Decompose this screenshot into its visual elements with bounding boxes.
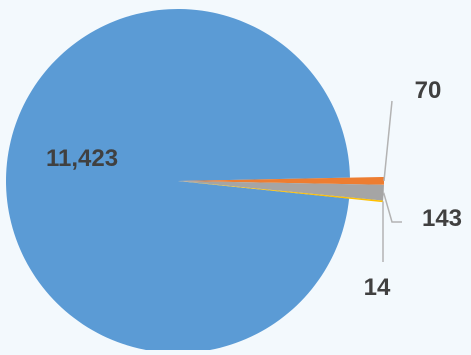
leader-line-143 xyxy=(384,193,402,222)
data-label-70: 70 xyxy=(415,77,442,104)
data-label-143: 143 xyxy=(422,205,462,232)
leader-lines xyxy=(383,101,402,262)
leader-line-70 xyxy=(384,101,392,181)
data-label-14: 14 xyxy=(364,274,391,301)
pie-slices xyxy=(6,9,384,350)
data-label-main: 11,423 xyxy=(46,145,118,172)
